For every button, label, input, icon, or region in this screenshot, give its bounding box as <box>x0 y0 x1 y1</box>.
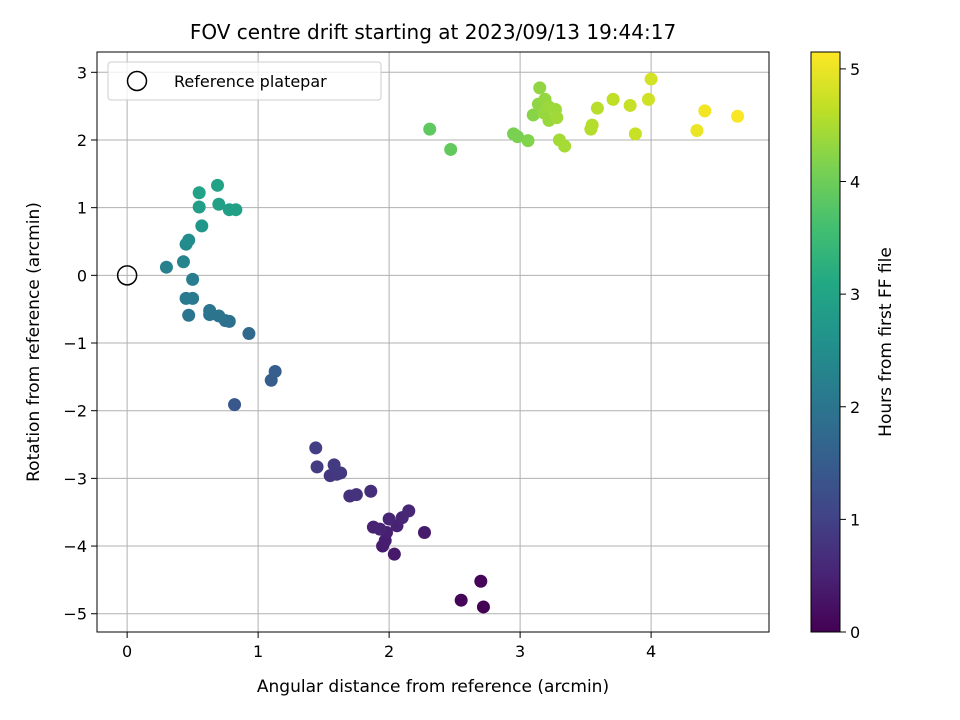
y-axis-ticks: 3 2 1 0 −1 −2 −3 −4 −5 <box>63 63 97 624</box>
data-point <box>203 304 217 318</box>
y-tick-label: −5 <box>63 605 87 624</box>
data-point <box>179 291 193 305</box>
data-point <box>731 109 745 123</box>
data-point <box>526 108 540 122</box>
data-point <box>212 197 226 211</box>
x-tick-label: 4 <box>646 642 656 661</box>
colorbar-tick-label: 2 <box>850 398 860 417</box>
data-point <box>211 178 225 192</box>
data-point <box>606 92 620 106</box>
chart-title: FOV centre drift starting at 2023/09/13 … <box>190 20 676 44</box>
y-tick-label: −3 <box>63 469 87 488</box>
data-point <box>327 458 341 472</box>
data-point <box>590 101 604 115</box>
x-tick-label: 0 <box>122 642 132 661</box>
y-tick-label: −4 <box>63 537 87 556</box>
x-axis-label: Angular distance from reference (arcmin) <box>257 677 609 697</box>
data-point <box>558 139 572 153</box>
colorbar: 0 1 2 3 4 5 Hours from first FF file <box>810 51 896 642</box>
legend: Reference platepar <box>107 61 382 101</box>
data-point <box>423 122 437 136</box>
data-point <box>454 593 468 607</box>
data-point <box>192 200 206 214</box>
x-tick-label: 2 <box>384 642 394 661</box>
data-point <box>349 488 363 502</box>
legend-marker-reference <box>126 70 148 92</box>
colorbar-tick-label: 5 <box>850 60 860 79</box>
data-point <box>228 398 242 412</box>
data-point <box>268 364 282 378</box>
data-point <box>182 308 196 322</box>
data-point <box>176 255 190 269</box>
y-tick-label: 0 <box>77 266 87 285</box>
data-point <box>521 134 535 148</box>
x-axis-ticks: 0 1 2 3 4 <box>122 632 656 661</box>
data-point <box>387 547 401 561</box>
data-point <box>182 233 196 247</box>
legend-box <box>107 61 382 101</box>
data-point <box>690 124 704 138</box>
data-point <box>641 92 655 106</box>
colorbar-label: Hours from first FF file <box>876 247 896 437</box>
colorbar-tick-label: 1 <box>850 510 860 529</box>
data-points <box>116 72 745 614</box>
data-point <box>402 504 416 518</box>
x-tick-label: 1 <box>253 642 263 661</box>
plot-frame <box>96 51 770 633</box>
y-tick-label: 3 <box>77 63 87 82</box>
data-point <box>373 522 387 536</box>
data-point <box>186 272 200 286</box>
data-point <box>476 600 490 614</box>
data-point <box>444 142 458 156</box>
colorbar-tick-label: 0 <box>850 623 860 642</box>
colorbar-tick-label: 3 <box>850 285 860 304</box>
y-tick-label: −1 <box>63 334 87 353</box>
colorbar-gradient <box>810 51 841 633</box>
y-axis-label: Rotation from reference (arcmin) <box>24 202 44 482</box>
data-point <box>195 219 209 233</box>
legend-label-reference: Reference platepar <box>174 72 327 91</box>
data-point <box>623 98 637 112</box>
data-point <box>698 104 712 118</box>
data-point <box>382 512 396 526</box>
data-point <box>310 460 324 474</box>
colorbar-ticks: 0 1 2 3 4 5 <box>840 60 860 642</box>
data-point <box>510 130 524 144</box>
data-point <box>585 118 599 132</box>
colorbar-tick-label: 4 <box>850 173 860 192</box>
data-point <box>242 327 256 341</box>
data-point <box>474 574 488 588</box>
data-point <box>309 441 323 455</box>
y-tick-label: −2 <box>63 402 87 421</box>
y-tick-label: 2 <box>77 131 87 150</box>
y-tick-label: 1 <box>77 199 87 218</box>
data-point <box>628 127 642 141</box>
reference-marker <box>116 265 138 286</box>
data-point <box>192 186 206 200</box>
data-point <box>550 111 564 125</box>
grid-lines <box>97 52 769 632</box>
data-point <box>364 484 378 498</box>
data-point <box>644 72 658 86</box>
data-point <box>159 260 173 274</box>
data-point <box>229 203 243 217</box>
data-point <box>417 526 431 540</box>
x-tick-label: 3 <box>515 642 525 661</box>
data-point <box>533 81 547 95</box>
